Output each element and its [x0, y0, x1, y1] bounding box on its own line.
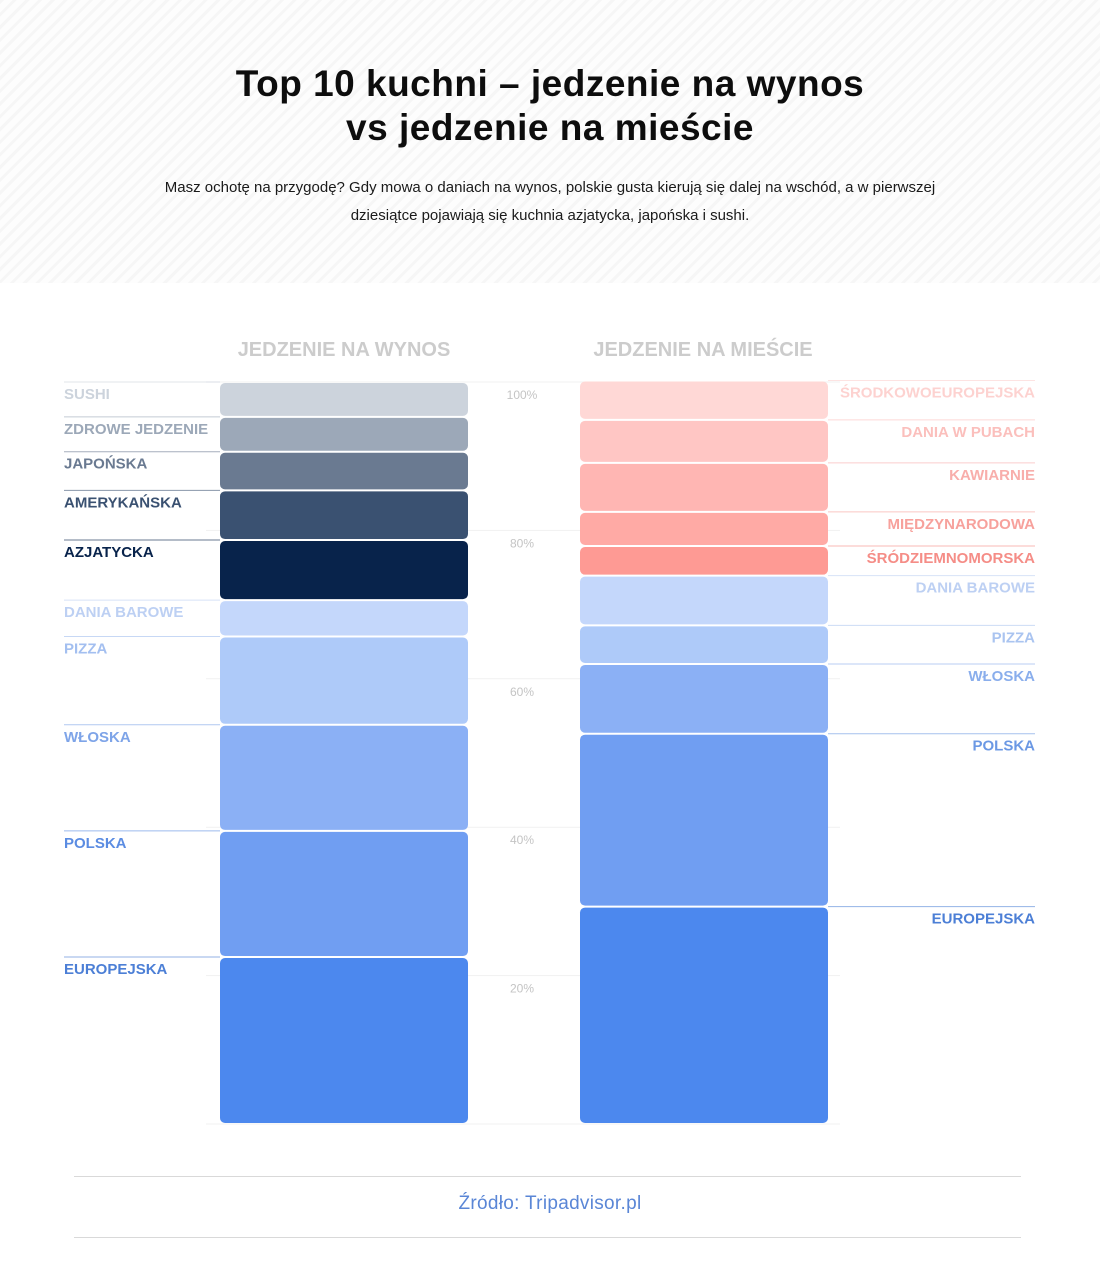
segment-label: JAPOŃSKA [64, 456, 148, 473]
segment-label: KAWIARNIE [949, 467, 1035, 484]
bar-segment [220, 417, 468, 451]
segment-label: ŚRODKOWOEUROPEJSKA [840, 384, 1035, 402]
y-tick-label: 60% [510, 685, 534, 699]
bar-segment [220, 725, 468, 830]
y-tick-label: 40% [510, 833, 534, 847]
segment-label: POLSKA [64, 835, 127, 852]
bar-segment [220, 452, 468, 490]
segment-label: DANIA BAROWE [64, 604, 183, 621]
bar-segment [580, 664, 828, 733]
bar-segment [580, 907, 828, 1123]
segment-label: PIZZA [64, 641, 107, 658]
segment-label: AMERYKAŃSKA [64, 494, 182, 511]
segment-label: DANIA BAROWE [916, 580, 1035, 597]
bar-segment [580, 626, 828, 663]
segment-label: WŁOSKA [64, 729, 131, 746]
footer-divider-top [74, 1176, 1021, 1177]
bar-segment [580, 546, 828, 575]
y-tick-label: 20% [510, 982, 534, 996]
bar-segment [580, 734, 828, 906]
page-title: Top 10 kuchni – jedzenie na wynos vs jed… [0, 62, 1100, 150]
page-title-line-1: Top 10 kuchni – jedzenie na wynos [235, 63, 865, 104]
bar-segment [220, 601, 468, 636]
bar-segment [220, 637, 468, 724]
segment-label: WŁOSKA [968, 668, 1035, 685]
bar-segment [580, 463, 828, 511]
bar-segment [580, 381, 828, 419]
bar-segment [220, 541, 468, 600]
page-subtitle: Masz ochotę na przygodę? Gdy mowa o dani… [164, 179, 936, 224]
source-credit: Źródło: Tripadvisor.pl [458, 1193, 642, 1214]
segment-label: EUROPEJSKA [64, 961, 168, 978]
y-tick-label: 80% [510, 536, 534, 550]
segment-label: EUROPEJSKA [932, 911, 1036, 928]
segment-label: ZDROWE JEDZENIE [64, 421, 208, 438]
bar-segment [220, 383, 468, 416]
stacked-bar-chart: 100% 80% 60% 40% 20% JEDZENIE NA WYNOS EUROPEJ… [64, 337, 1036, 1125]
column-title: JEDZENIE NA WYNOS [238, 339, 451, 361]
footer-divider-bottom [74, 1237, 1021, 1238]
header-background [0, 0, 1100, 283]
bar-segment [580, 420, 828, 462]
segment-label: DANIA W PUBACH [901, 424, 1035, 441]
bar-segment [220, 958, 468, 1123]
bar-segment [580, 512, 828, 545]
page-title-line-2: vs jedzenie na mieście [346, 107, 754, 148]
segment-label: ŚRÓDZIEMNOMORSKA [867, 549, 1036, 567]
segment-label: SUSHI [64, 386, 110, 403]
y-tick-label: 100% [507, 388, 538, 402]
bar-segment [220, 491, 468, 540]
segment-label: POLSKA [972, 738, 1035, 755]
segment-label: AZJATYCKA [64, 544, 154, 561]
segment-label: MIĘDZYNARODOWA [888, 516, 1036, 533]
bar-segment [220, 831, 468, 957]
column-title: JEDZENIE NA MIEŚCIE [593, 337, 812, 361]
bar-segment [580, 576, 828, 625]
segment-label: PIZZA [992, 629, 1035, 646]
